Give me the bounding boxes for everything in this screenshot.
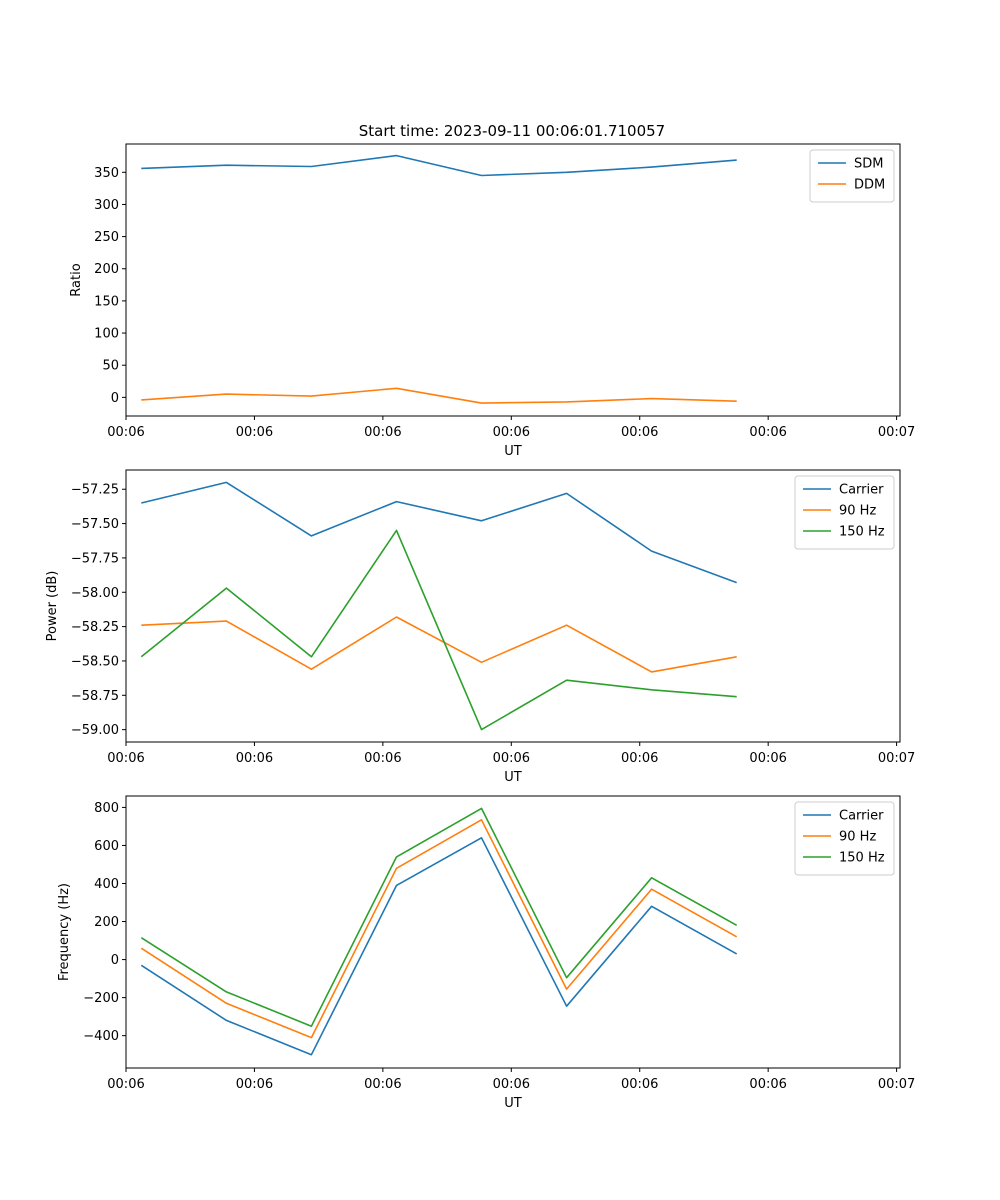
y-tick-label: 100	[94, 327, 119, 342]
y-tick-label: 350	[94, 166, 119, 181]
y-tick-label: −59.00	[71, 723, 119, 738]
x-tick-label: 00:06	[236, 1077, 273, 1092]
x-tick-label: 00:06	[621, 751, 658, 766]
y-tick-label: −200	[83, 991, 119, 1006]
x-tick-label: 00:06	[749, 425, 786, 440]
legend: SDM DDM	[809, 149, 895, 203]
x-axis-label: UT	[504, 770, 522, 785]
y-tick-label: 50	[102, 359, 119, 374]
y-tick-label: −57.75	[71, 551, 119, 566]
axes-frame	[125, 469, 901, 743]
axes-frame	[125, 795, 901, 1069]
legend: Carrier 90 Hz 150 Hz	[794, 475, 895, 550]
y-tick-label: −58.25	[71, 620, 119, 635]
x-tick-label: 00:06	[107, 1077, 144, 1092]
x-tick-label: 00:06	[364, 1077, 401, 1092]
x-tick-label: 00:07	[878, 751, 915, 766]
x-tick-label: 00:06	[493, 751, 530, 766]
series-line-90-hz	[141, 616, 737, 673]
y-tick-label: −57.50	[71, 517, 119, 532]
series-line-150-hz	[140, 529, 737, 731]
y-tick-label: 0	[111, 953, 119, 968]
x-tick-label: 00:06	[493, 1077, 530, 1092]
x-tick-label: 00:07	[878, 1077, 915, 1092]
legend-label: 90 Hz	[839, 830, 876, 845]
x-tick-label: 00:06	[364, 751, 401, 766]
series-line-carrier	[141, 481, 737, 584]
legend-label: 90 Hz	[839, 504, 876, 519]
series-line-sdm	[141, 154, 737, 177]
subplot-ratio: 0 50 100 150 200 250 300 350 00:06 00:06 00:06 00:0…	[69, 143, 915, 459]
y-tick-label: 600	[94, 839, 119, 854]
x-tick-label: 00:06	[107, 751, 144, 766]
x-axis-label: UT	[504, 1096, 522, 1111]
subplot-frequency: −400 −200 0 200 400 600 800 00:06 00:06 00:06 00:0…	[57, 795, 915, 1111]
y-tick-label: −58.75	[71, 689, 119, 704]
y-tick-label: −57.25	[71, 483, 119, 498]
x-tick-label: 00:06	[107, 425, 144, 440]
x-tick-label: 00:06	[749, 751, 786, 766]
x-axis-label: UT	[504, 444, 522, 459]
x-tick-label: 00:06	[364, 425, 401, 440]
x-tick-label: 00:06	[749, 1077, 786, 1092]
x-tick-label: 00:06	[236, 425, 273, 440]
axes-frame	[125, 143, 901, 417]
legend-label: 150 Hz	[839, 851, 885, 866]
x-tick-label: 00:06	[621, 425, 658, 440]
legend: Carrier 90 Hz 150 Hz	[794, 801, 895, 876]
legend-label: 150 Hz	[839, 525, 885, 540]
subplot-power: −59.00 −58.75 −58.50 −58.25 −58.00 −57.75 −57.…	[45, 469, 915, 785]
figure-title: Start time: 2023-09-11 00:06:01.710057	[359, 122, 665, 140]
y-tick-label: 400	[94, 877, 119, 892]
y-tick-label: 0	[111, 391, 119, 406]
y-tick-label: −58.00	[71, 586, 119, 601]
x-tick-label: 00:06	[493, 425, 530, 440]
y-tick-label: −400	[83, 1029, 119, 1044]
y-axis-label: Frequency (Hz)	[57, 883, 72, 981]
y-tick-label: 200	[94, 262, 119, 277]
legend-label: DDM	[854, 178, 885, 193]
series-line-90-hz	[140, 818, 738, 1039]
series-line-150-hz	[140, 807, 738, 1027]
legend-label: Carrier	[839, 483, 884, 498]
y-axis-label: Power (dB)	[45, 571, 60, 642]
y-tick-label: 800	[94, 801, 119, 816]
legend-label: SDM	[854, 157, 883, 172]
legend-label: Carrier	[839, 809, 884, 824]
y-tick-label: −58.50	[71, 654, 119, 669]
y-axis-label: Ratio	[69, 263, 84, 296]
x-tick-label: 00:07	[878, 425, 915, 440]
x-tick-label: 00:06	[621, 1077, 658, 1092]
y-tick-label: 300	[94, 198, 119, 213]
x-tick-label: 00:06	[236, 751, 273, 766]
series-line-ddm	[141, 387, 737, 404]
y-tick-label: 250	[94, 230, 119, 245]
series-line-carrier	[140, 836, 738, 1056]
y-tick-label: 200	[94, 915, 119, 930]
y-tick-label: 150	[94, 294, 119, 309]
